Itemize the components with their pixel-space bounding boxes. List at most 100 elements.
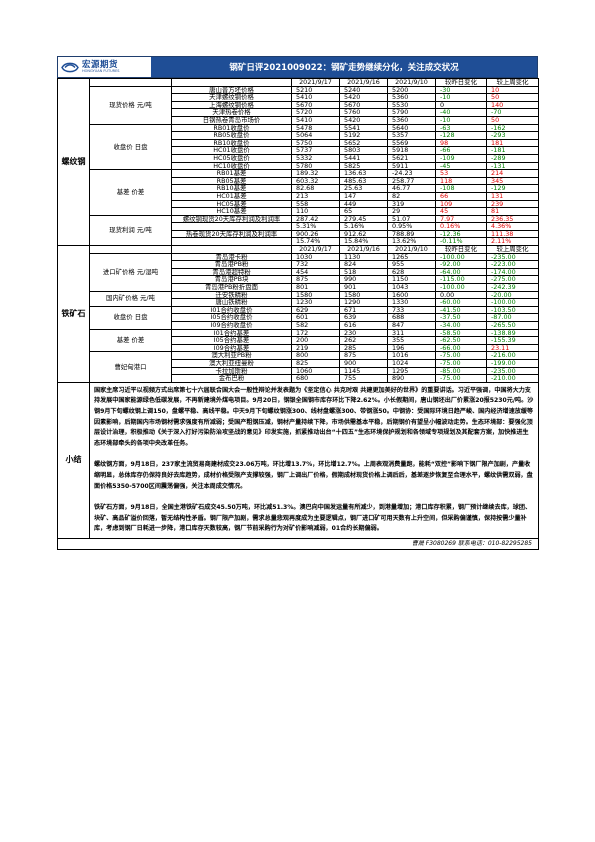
column-header: 2021/9/17 [291,245,340,254]
price-value: 825 [291,358,340,368]
price-value: 1130 [339,252,388,262]
empty-cell [171,245,292,254]
table-row: RB10收盘价 5750 5652 5569 98 181 [58,138,539,148]
price-value: 603.32 [291,176,340,186]
change-value: -100.00 [486,298,539,307]
analyst-contact: 曹晟 F3080269 联系电话：010-82295285 [57,537,539,550]
group-label: 基差 价差 [89,169,172,216]
change-value: -92.00 [435,260,487,269]
column-header: 2021/9/17 [291,78,340,87]
change-value: 111.38 [486,229,539,239]
price-value: 230 [339,328,388,338]
indicator-name: 卡拉加斯粉 [171,366,292,376]
change-value: 181 [486,138,539,148]
change-value: -60.00 [435,298,487,307]
change-value: 109 [435,199,487,209]
price-value: 801 [291,283,340,292]
price-value: -24.23 [387,169,436,178]
table-row: 收盘价 日盘 RB01收盘价 5478 5541 5640 -63 -162 [58,123,539,171]
change-value: 0.00 [435,290,487,300]
price-value: 5.31% [291,222,340,231]
price-value: 518 [339,267,388,277]
price-value: 900 [339,358,388,368]
change-value: -128 [435,131,487,140]
price-value: 5670 [339,100,388,110]
price-value: 5441 [339,153,388,163]
price-value: 1580 [291,290,340,300]
report-page: 宏源期货 HONGYUAN FUTURES 钢矿日评2021009022：钢矿走… [57,56,539,550]
price-value: 219 [291,343,340,353]
price-value: 5720 [291,108,340,117]
price-value: 5541 [339,123,388,133]
change-value: 81 [486,207,539,216]
price-value: 1330 [387,298,436,307]
indicator-name: 澳大利亚纽曼粉 [171,358,292,368]
change-value: -64.00 [435,267,487,277]
price-value: 582 [291,321,340,330]
price-value: 5064 [291,131,340,140]
group-label: 基差 价差 [89,328,172,353]
change-value: -10 [435,115,487,125]
change-value: -0.11% [435,237,487,247]
change-value: 10 [486,85,539,95]
change-value: -20.00 [486,290,539,300]
price-value: 5790 [387,108,436,117]
price-value: 172 [291,328,340,338]
price-value: 189.32 [291,169,340,178]
price-value: 5737 [291,146,340,155]
change-value: -45 [435,161,487,171]
price-value: 5569 [387,138,436,148]
indicator-name: 螺纹钢现货20天库存利润及利润率 [171,214,292,224]
table-row: HC05基差 558 449 319 109 239 [58,199,539,209]
change-value: -289 [486,153,539,163]
change-value: -223.00 [486,260,539,269]
price-value: 5360 [387,115,436,125]
indicator-name: HC10基差 [171,207,292,216]
price-value: 1295 [387,366,436,376]
change-value: -181 [486,146,539,155]
price-value: 110 [291,207,340,216]
price-value: 0.95% [387,222,436,231]
data-table: 螺纹钢 2021/9/17 2021/9/16 2021/9/10 较昨日变化 较上周变化… [57,77,539,550]
change-value: -85.00 [435,366,487,376]
indicator-name: 青岛港超特粉 [171,267,292,277]
group-label: 国内矿价格 元/吨 [89,290,172,307]
price-value: 5192 [339,131,388,140]
price-value: 755 [339,374,388,383]
price-value: 285 [339,343,388,353]
change-value: -75.00 [435,374,487,383]
change-value: 140 [486,100,539,110]
column-header: 2021/9/10 [387,78,436,87]
rebar-category-label: 螺纹钢 [57,77,90,247]
change-value: -174.00 [486,267,539,277]
column-header: 较昨日变化 [435,78,487,87]
indicator-name: HC01收盘价 [171,146,292,155]
price-value: 628 [387,267,436,277]
indicator-name: 金布巴粉 [171,374,292,383]
price-value: 1016 [387,351,436,360]
price-value: 5640 [387,123,436,133]
change-value: 50 [486,93,539,102]
table-row: I09合约收盘价 582 616 847 -34.00 -265.50 [58,321,539,330]
group-label: 收盘价 日盘 [89,305,172,330]
table-row: I09合约基差 219 285 196 -66.00 23.11 [58,343,539,353]
change-value: -210.00 [486,374,539,383]
change-value: -235.00 [486,366,539,376]
column-header: 较昨日变化 [435,245,487,254]
price-value: 311 [387,328,436,338]
report-header: 宏源期货 HONGYUAN FUTURES 钢矿日评2021009022：钢矿走… [57,56,538,78]
change-value: 45 [435,207,487,216]
change-value: -275.00 [486,275,539,285]
indicator-name: HC05收盘价 [171,153,292,163]
change-value: 236.35 [486,214,539,224]
change-value: 239 [486,199,539,209]
change-value: 118 [435,176,487,186]
indicator-name: HC05基差 [171,199,292,209]
indicator-name: I05合约基差 [171,336,292,345]
change-value: 98 [435,138,487,148]
table-row: 现货价格 元/吨 唐山普方坯价格 5210 5240 5200 -30 10 [58,85,539,125]
price-value: 1290 [339,298,388,307]
indicator-name: 青岛港PB粉折盘面 [171,283,292,292]
indicator-name: RB05基差 [171,176,292,186]
price-value: 5750 [291,138,340,148]
